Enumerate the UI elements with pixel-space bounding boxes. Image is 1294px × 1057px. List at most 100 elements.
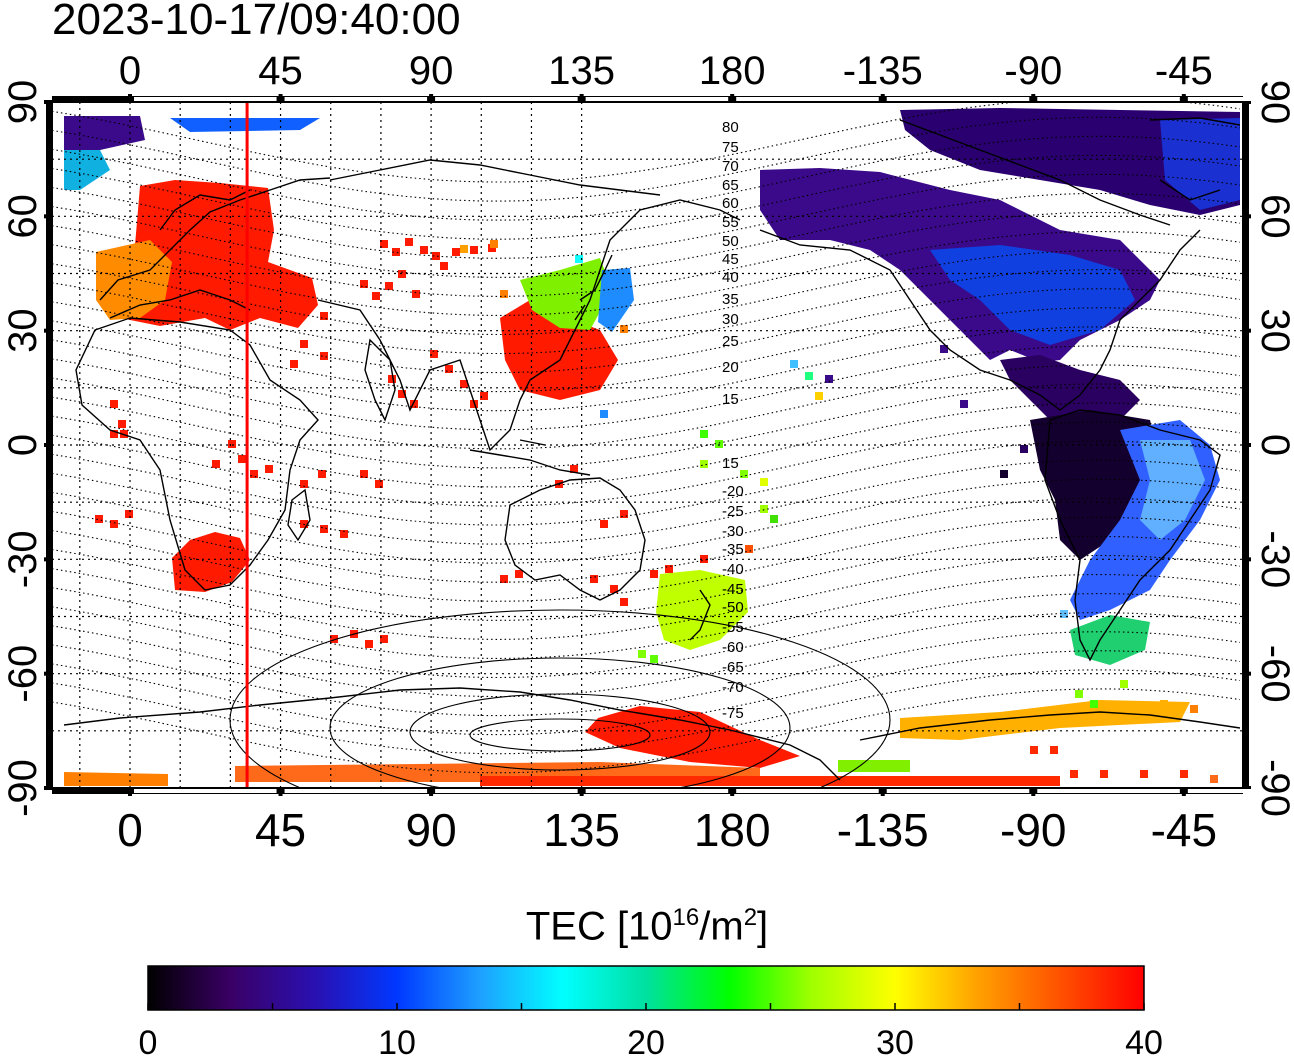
frame-gap: [435, 97, 578, 101]
mag-contour-label: 50: [722, 233, 739, 250]
mag-contour: [52, 593, 1241, 679]
mag-contour: [52, 650, 1241, 736]
tec-cell: [330, 635, 338, 643]
frame-gap: [1187, 97, 1294, 101]
tec-cell: [430, 350, 438, 358]
mag-contour: [52, 421, 1241, 507]
tec-cell: [1180, 770, 1188, 778]
mag-contour: [52, 554, 1241, 640]
top-lon-label: 180: [699, 49, 766, 93]
mag-contour-label: -25: [722, 503, 744, 520]
frame-gap: [736, 789, 879, 793]
tec-cell: [238, 455, 246, 463]
tec-cell: [300, 300, 308, 308]
tec-region-antarctic-green: [838, 760, 910, 772]
frame-gap: [284, 97, 428, 101]
left-lat-label: -90: [1, 759, 45, 817]
tec-cell: [805, 372, 813, 380]
tec-cell: [665, 565, 673, 573]
tec-region-arctic-blue: [170, 118, 320, 132]
tec-cell: [570, 465, 578, 473]
tec-cell: [460, 380, 468, 388]
tec-region-south-pole-west: [64, 772, 168, 786]
frame-gap: [886, 789, 1030, 793]
tec-region-antarctic-west: [900, 700, 1190, 740]
tec-cell: [610, 585, 618, 593]
right-lat-label: -30: [1253, 530, 1294, 588]
tec-data-layer: [64, 108, 1240, 786]
tec-region-antarctic-strip2: [480, 776, 1060, 786]
tec-cell: [318, 470, 326, 478]
mag-contour: [52, 574, 1241, 659]
tec-cell: [1065, 520, 1073, 528]
tec-region-patagonia: [1070, 615, 1150, 665]
top-lon-label: 135: [548, 49, 615, 93]
tec-cell: [432, 252, 440, 260]
tec-cell: [620, 325, 628, 333]
frame-gap: [585, 789, 729, 793]
mag-contour: [52, 688, 1241, 774]
tec-cell: [340, 530, 348, 538]
coast-india: [364, 338, 396, 422]
tec-cell: [228, 440, 236, 448]
tec-cell: [118, 420, 126, 428]
tec-cell: [700, 460, 708, 468]
longitude-labels: 0 45 90 135 180 -135 -90 -45 0 45 90 135 180 -135 -90 -…: [117, 49, 1217, 856]
mag-contour-label: -40: [722, 561, 744, 578]
tec-cell: [320, 525, 328, 533]
tec-cell: [460, 245, 468, 253]
tec-cell: [398, 390, 406, 398]
tec-region-brazil-light: [1140, 440, 1205, 540]
mag-contour-label: 15: [722, 391, 739, 408]
mag-pole-contour: [329, 657, 791, 788]
tec-region-canada-north: [900, 108, 1240, 215]
colorbar-tick-label: 10: [378, 1024, 416, 1057]
tec-region-japan-north: [598, 268, 634, 332]
mag-contour: [52, 631, 1241, 717]
tec-cell: [760, 505, 768, 513]
tec-cell: [380, 240, 388, 248]
left-lat-label: 60: [1, 194, 45, 239]
tec-cell: [452, 248, 460, 256]
top-lon-label: -135: [843, 49, 923, 93]
right-lat-label: -90: [1253, 759, 1294, 817]
tec-cell: [500, 290, 508, 298]
mag-contour-label: -50: [722, 599, 744, 616]
mag-contour-label: -35: [722, 541, 744, 558]
mag-contour: [52, 307, 1241, 393]
tec-cell: [1000, 470, 1008, 478]
mag-contour-label: 55: [722, 214, 739, 231]
tec-cell: [1120, 680, 1128, 688]
tec-cell: [320, 312, 328, 320]
colorbar-tick-label: 30: [876, 1024, 914, 1057]
mag-contour: [52, 478, 1241, 564]
mag-contour: [52, 154, 1241, 240]
mag-contour-label: 30: [722, 311, 739, 328]
mag-contour: [52, 669, 1241, 755]
mag-contour: [52, 192, 1241, 278]
mag-contour-label: -65: [722, 659, 744, 676]
tec-cell: [1210, 775, 1218, 783]
tec-cell: [700, 430, 708, 438]
tec-cell: [650, 570, 658, 578]
mag-contour-label: 35: [722, 291, 739, 308]
frame-gap: [1187, 789, 1294, 793]
tec-scatter-cells: [95, 238, 1218, 783]
mag-contour: [52, 459, 1241, 545]
tec-cell: [470, 246, 478, 254]
tec-cell: [392, 248, 400, 256]
tec-cell: [815, 392, 823, 400]
mag-contour: [52, 250, 1241, 336]
tec-region-arctic-cyan: [64, 150, 110, 190]
tec-cell: [110, 430, 118, 438]
tec-cell: [960, 400, 968, 408]
tec-cell: [255, 280, 263, 288]
tec-cell: [1160, 700, 1168, 708]
tec-cell: [515, 570, 523, 578]
top-lon-label: 0: [119, 49, 141, 93]
frame-gap: [585, 97, 729, 101]
left-lat-label: 0: [1, 434, 45, 456]
mag-contour: [52, 135, 1241, 221]
magnetic-contour-labels: 807570656055504540353025201515-20-25-30-…: [722, 119, 744, 722]
mag-contour: [52, 383, 1241, 469]
